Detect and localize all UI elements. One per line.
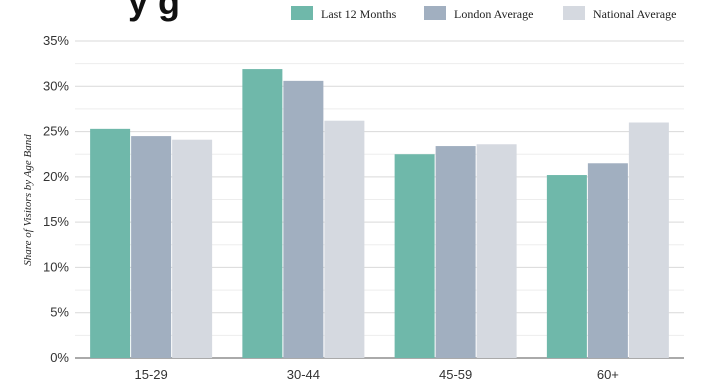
- y-tick-label: 5%: [50, 305, 69, 320]
- bar-london-average-15-29: [131, 136, 172, 358]
- x-tick-label: 45-59: [439, 367, 472, 382]
- bar-national-average-30-44: [324, 120, 365, 359]
- bar-last-12-months-60+: [546, 175, 587, 358]
- legend: Last 12 Months London Average National Ave…: [291, 6, 676, 21]
- legend-swatch: [563, 6, 585, 20]
- bar-last-12-months-30-44: [242, 69, 283, 358]
- bars: [90, 69, 669, 359]
- legend-item: National Average: [563, 6, 676, 21]
- y-tick-label: 25%: [43, 124, 69, 139]
- bar-national-average-60+: [628, 122, 669, 358]
- legend-label: London Average: [454, 7, 533, 21]
- chart-title: y g: [128, 0, 180, 22]
- legend-label: National Average: [593, 7, 676, 21]
- legend-swatch: [424, 6, 446, 20]
- y-tick-label: 10%: [43, 259, 69, 274]
- legend-label: Last 12 Months: [321, 7, 397, 21]
- x-tick-label: 60+: [597, 367, 619, 382]
- x-tick-label: 30-44: [287, 367, 320, 382]
- legend-swatch: [291, 6, 313, 20]
- y-tick-label: 35%: [43, 33, 69, 48]
- legend-item: London Average: [424, 6, 533, 21]
- bar-national-average-15-29: [172, 139, 213, 358]
- bar-london-average-45-59: [435, 146, 476, 358]
- x-axis: 15-29 30-44 45-59 60+: [135, 367, 619, 382]
- x-tick-label: 15-29: [135, 367, 168, 382]
- y-axis-title: Share of Visitors by Age Band: [22, 134, 34, 266]
- bar-last-12-months-15-29: [90, 128, 131, 358]
- y-tick-label: 20%: [43, 169, 69, 184]
- bar-london-average-30-44: [283, 80, 324, 358]
- y-tick-label: 30%: [43, 78, 69, 93]
- y-tick-label: 15%: [43, 214, 69, 229]
- y-tick-label: 0%: [50, 350, 69, 365]
- y-axis: 0% 5% 10% 15% 20% 25% 30% 35%: [43, 33, 69, 365]
- bar-last-12-months-45-59: [394, 154, 435, 358]
- bar-london-average-60+: [587, 163, 628, 358]
- bar-national-average-45-59: [476, 144, 517, 358]
- legend-item: Last 12 Months: [291, 6, 397, 21]
